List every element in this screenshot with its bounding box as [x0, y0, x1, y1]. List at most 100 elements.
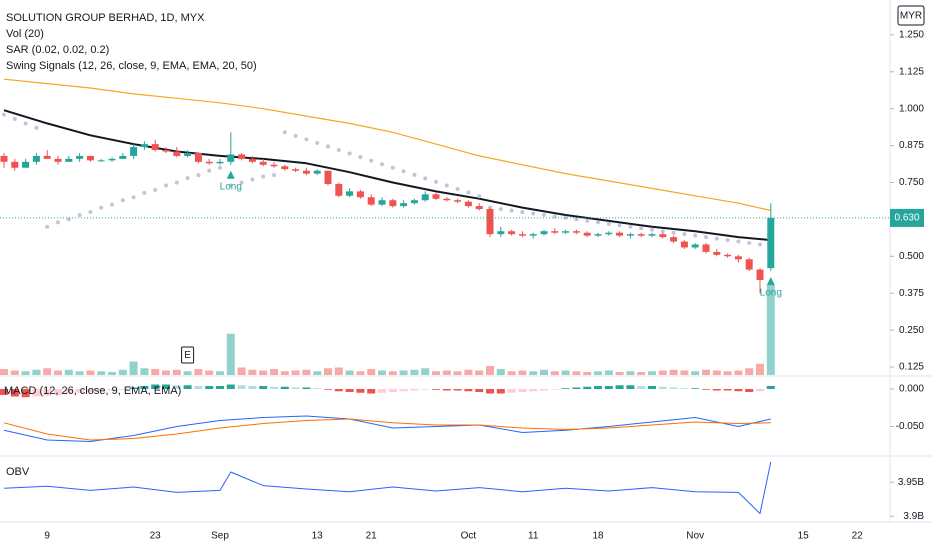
sar-dot	[639, 226, 644, 231]
candle-body	[259, 161, 267, 165]
x-tick-label: 22	[852, 531, 864, 542]
candle-body	[702, 244, 710, 252]
sar-dot	[174, 180, 179, 185]
macd-histogram-bar	[388, 389, 397, 392]
y-tick-label: 0.375	[899, 288, 924, 299]
signal-arrow	[226, 170, 235, 179]
macd-histogram-bar	[712, 389, 721, 391]
macd-histogram-bar	[550, 389, 559, 390]
macd-histogram-bar	[151, 384, 160, 389]
candle-body	[421, 194, 429, 201]
candle-body	[648, 234, 656, 236]
volume-bar	[615, 372, 624, 375]
x-tick-label: Sep	[211, 531, 229, 542]
macd-histogram-bar	[442, 389, 451, 391]
volume-bar	[194, 369, 203, 375]
candle-body	[767, 217, 775, 269]
candle-body	[670, 237, 678, 242]
volume-bar	[21, 371, 30, 375]
volume-bar	[226, 333, 235, 375]
macd-histogram-bar	[626, 385, 635, 389]
sar-dot	[660, 229, 665, 234]
candle-body	[594, 234, 602, 236]
volume-bar	[162, 370, 170, 375]
candle-body	[65, 158, 73, 162]
candle-body	[378, 200, 386, 205]
candle-body	[680, 241, 688, 248]
event-marker	[181, 346, 195, 364]
y-tick-label: 3.9B	[903, 511, 924, 522]
sar-dot	[77, 212, 82, 217]
candle-body	[216, 161, 224, 164]
sar-dot	[380, 162, 384, 167]
y-tick-label: 1.000	[899, 103, 924, 114]
volume-bar	[118, 369, 127, 375]
macd-histogram-bar	[561, 388, 570, 389]
volume-bar	[669, 369, 678, 375]
sar-dot	[207, 168, 212, 173]
candle-body	[734, 256, 742, 260]
sar-dot	[293, 133, 298, 138]
last-price-label: 0.630	[894, 213, 919, 224]
volume-bar	[324, 368, 332, 375]
candle-body	[443, 198, 451, 201]
candle-body	[626, 234, 634, 236]
candle-body	[151, 144, 159, 151]
volume-bar	[496, 369, 505, 375]
candle-body	[162, 150, 170, 152]
candle-body	[11, 161, 19, 168]
volume-bar	[594, 371, 602, 375]
macd-histogram-bar	[637, 386, 646, 389]
candle-body	[313, 170, 321, 174]
candle-body	[529, 234, 537, 236]
x-tick-label: 23	[150, 531, 162, 542]
macd-histogram-bar	[226, 384, 235, 389]
currency-box[interactable]	[897, 5, 925, 26]
candle-body	[32, 155, 40, 162]
macd-histogram-bar	[518, 389, 527, 392]
volume-bar	[291, 370, 300, 375]
sar-dot	[164, 183, 168, 188]
volume-bar	[43, 368, 52, 375]
candle-body	[205, 161, 213, 164]
macd-histogram-bar	[734, 389, 743, 392]
candle-body	[551, 231, 559, 233]
candle-body	[367, 197, 375, 205]
y-tick-label: 0.875	[899, 140, 924, 151]
candle-body	[43, 155, 51, 159]
macd-histogram-bar	[194, 386, 203, 389]
sar-dot	[239, 180, 244, 185]
volume-bar	[453, 371, 462, 375]
volume-bar	[572, 371, 581, 375]
sar-dot	[444, 183, 449, 188]
volume-bar	[637, 372, 646, 375]
currency-label[interactable]: MYR	[900, 11, 922, 22]
candle-body	[22, 161, 30, 168]
candle-body	[97, 160, 105, 162]
macd-histogram-bar	[54, 389, 62, 395]
last-price-tag	[890, 208, 924, 227]
y-tick-label: 0.125	[899, 362, 924, 373]
sar-dot	[56, 220, 60, 225]
x-tick-label: 9	[44, 531, 50, 542]
sar-dot	[747, 241, 752, 246]
macd-histogram-bar	[367, 389, 376, 394]
sar-dot	[304, 137, 309, 142]
volume-bar	[97, 371, 106, 375]
sar-dot	[455, 186, 460, 191]
macd-histogram-bar	[183, 385, 192, 389]
macd-histogram-bar	[432, 389, 440, 390]
volume-bar	[280, 371, 289, 375]
indicator-line	[3, 109, 771, 242]
sar-dot	[714, 236, 719, 241]
macd-histogram-bar	[496, 389, 505, 394]
candle-body	[130, 147, 138, 156]
macd-histogram-bar	[680, 388, 689, 389]
macd-histogram-bar	[604, 386, 613, 389]
macd-histogram-bar	[32, 389, 41, 397]
sar-dot	[606, 221, 611, 226]
sar-dot	[520, 210, 525, 215]
candle-body	[475, 206, 483, 210]
sar-dot	[153, 187, 158, 192]
